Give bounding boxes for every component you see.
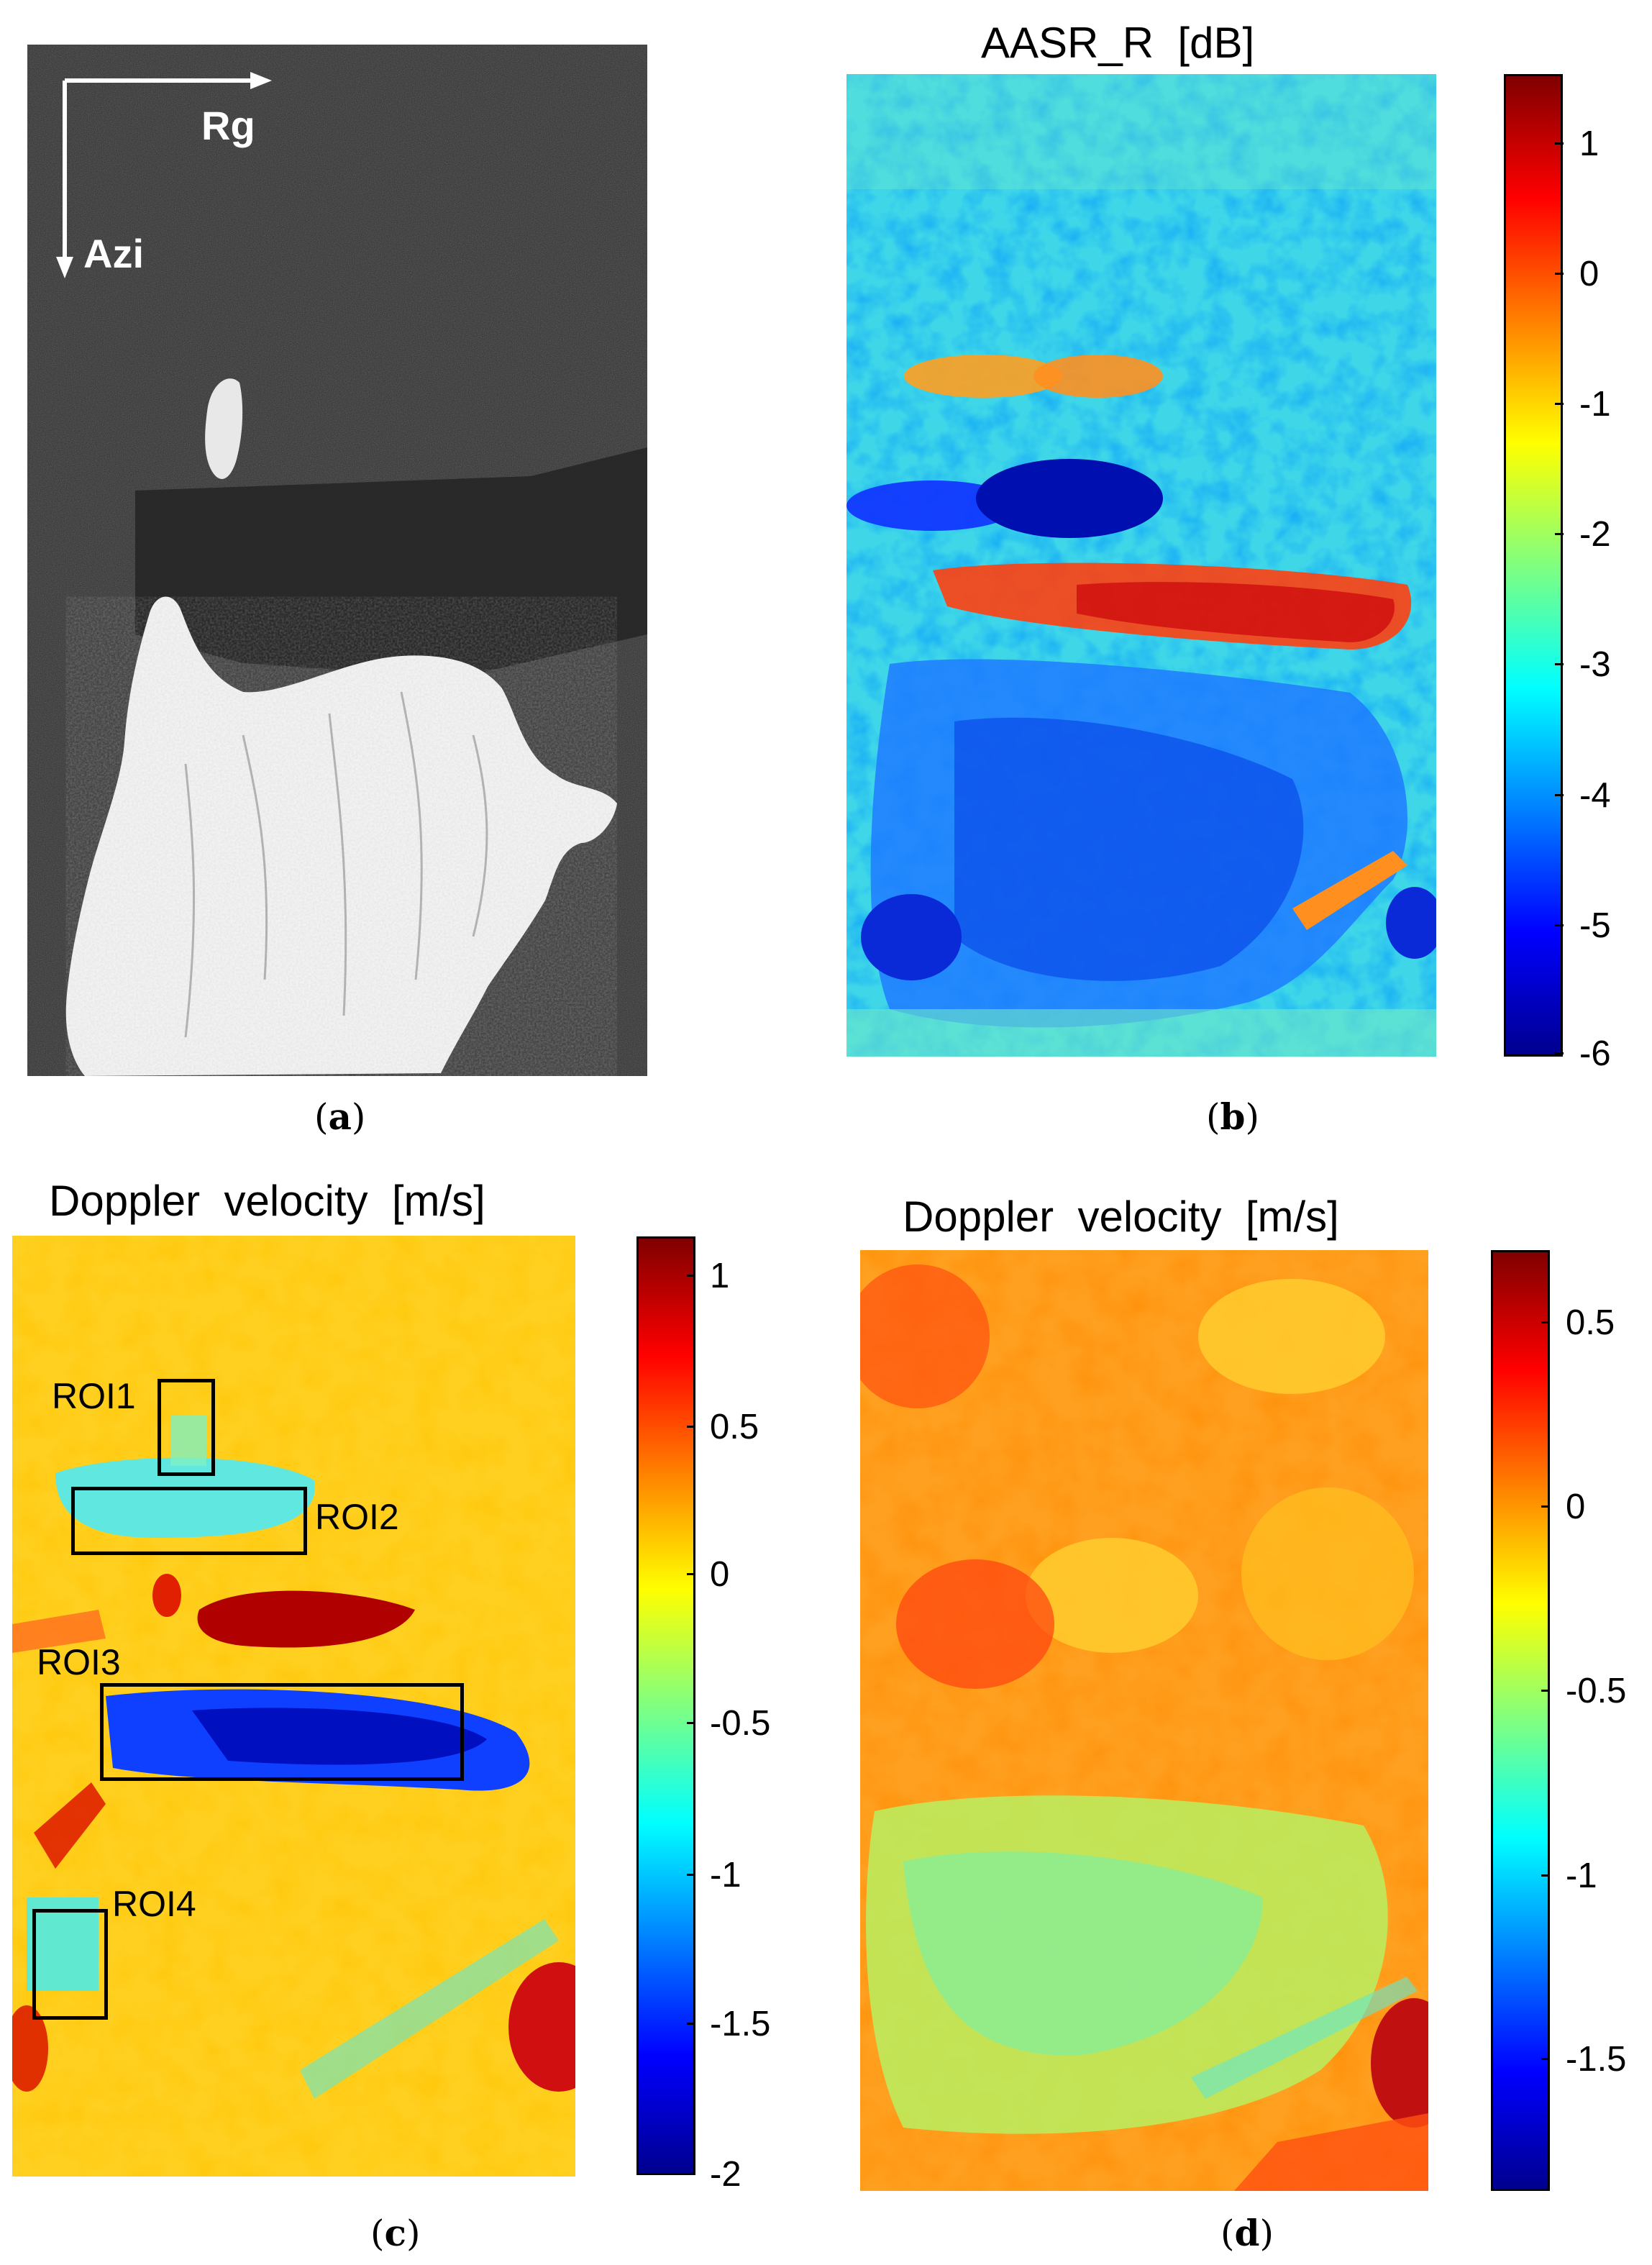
panel-d-map <box>860 1250 1428 2191</box>
caption-d: (d) <box>1220 2212 1274 2254</box>
panel-b-map <box>846 74 1436 1057</box>
panel-a: Rg Azi <box>27 45 647 1076</box>
colorbar-c-tick-label: -0.5 <box>710 1704 771 1743</box>
panel-c-map <box>12 1236 575 2177</box>
colorbar-b-tick-label: -1 <box>1579 385 1611 424</box>
roi3-label: ROI3 <box>37 1642 121 1682</box>
azimuth-arrowhead <box>56 257 73 278</box>
colorbar-b-tick-label: -4 <box>1579 776 1611 815</box>
sar-image <box>27 45 647 1076</box>
colorbar-c-tick-label: 0.5 <box>710 1408 759 1446</box>
colorbar-b-tick-label: 0 <box>1579 255 1599 293</box>
islet <box>205 378 243 479</box>
panel-b-title: AASR_R [dB] <box>981 19 1255 67</box>
colorbar-b <box>1504 74 1563 1057</box>
roi4-box <box>32 1909 108 2020</box>
colorbar-d-tick-label: 0 <box>1566 1487 1586 1526</box>
colorbar-b-tick-label: -5 <box>1579 906 1611 945</box>
colorbar-c-tick-label: 0 <box>710 1555 730 1594</box>
panel-d-title: Doppler velocity [m/s] <box>903 1193 1339 1241</box>
axis-arrows <box>56 72 272 278</box>
colorbar-c <box>636 1236 695 2175</box>
roi1-label: ROI1 <box>52 1376 136 1416</box>
caption-b: (b) <box>1206 1095 1259 1138</box>
roi2-label: ROI2 <box>315 1497 399 1537</box>
roi1-box <box>158 1379 215 1476</box>
colorbar-d-tick-label: -0.5 <box>1566 1672 1627 1710</box>
colorbar-b-tick-label: -6 <box>1579 1034 1611 1073</box>
roi3-box <box>100 1683 464 1781</box>
azimuth-label: Azi <box>83 231 144 276</box>
range-arrowhead <box>250 72 272 89</box>
colorbar-d-tick-label: -1.5 <box>1566 2040 1627 2079</box>
range-label: Rg <box>201 103 255 148</box>
caption-c: (c) <box>370 2212 421 2254</box>
roi2-box <box>71 1487 307 1555</box>
colorbar-d-tick-label: -1 <box>1566 1856 1597 1895</box>
colorbar-c-tick-label: 1 <box>710 1257 730 1295</box>
colorbar-b-tick-label: -2 <box>1579 515 1611 554</box>
colorbar-c-tick-label: -2 <box>710 2155 741 2194</box>
colorbar-d <box>1491 1250 1550 2191</box>
roi4-label: ROI4 <box>112 1884 196 1924</box>
colorbar-c-tick-label: -1 <box>710 1856 741 1895</box>
colorbar-c-tick-label: -1.5 <box>710 2005 771 2043</box>
colorbar-d-tick-label: 0.5 <box>1566 1303 1615 1342</box>
colorbar-b-tick-label: -3 <box>1579 645 1611 684</box>
panel-c-title: Doppler velocity [m/s] <box>49 1177 485 1225</box>
colorbar-b-tick-label: 1 <box>1579 124 1599 163</box>
caption-a: (a) <box>314 1095 366 1138</box>
